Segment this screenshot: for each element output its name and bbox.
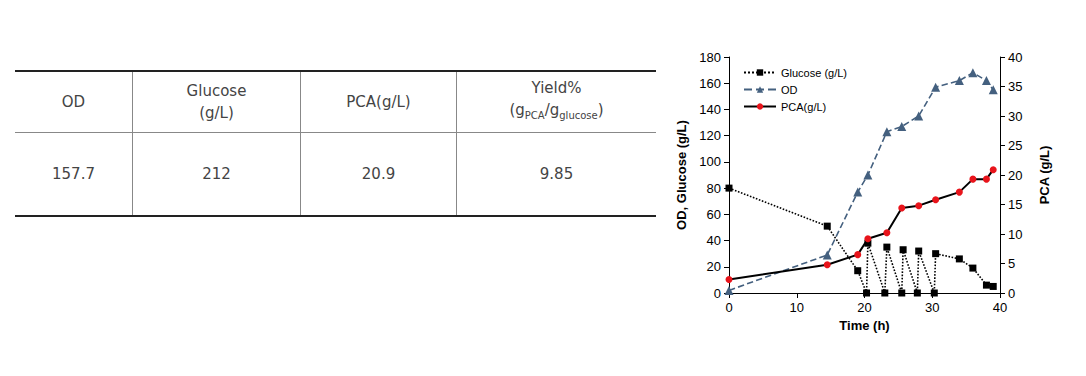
html-text:Glucose: Glucose	[186, 82, 247, 100]
svg-text:10: 10	[790, 300, 804, 315]
svg-text:5: 5	[1008, 256, 1015, 271]
svg-text:30: 30	[1008, 109, 1022, 124]
svg-text:60: 60	[707, 207, 721, 222]
svg-text:160: 160	[699, 76, 721, 91]
svg-text:140: 140	[699, 102, 721, 117]
html-text:(g/L): (g/L)	[199, 104, 234, 122]
html-text:OD: OD	[61, 93, 86, 111]
html-text:PCA(g/L): PCA(g/L)	[346, 93, 411, 111]
svg-text:35: 35	[1008, 79, 1022, 94]
svg-text:25: 25	[1008, 138, 1022, 153]
svg-text:100: 100	[699, 154, 721, 169]
svg-text:Glucose (g/L): Glucose (g/L)	[781, 67, 847, 79]
svg-text:180: 180	[699, 50, 721, 65]
svg-text:40: 40	[1008, 50, 1022, 65]
svg-text:0: 0	[714, 286, 721, 301]
svg-text:PCA (g/L): PCA (g/L)	[1037, 146, 1052, 205]
svg-text:0: 0	[1008, 286, 1015, 301]
svg-text:PCA(g/L): PCA(g/L)	[781, 101, 826, 113]
svg-text:OD, Glucose (g/L): OD, Glucose (g/L)	[674, 120, 689, 230]
svg-text:0: 0	[725, 300, 732, 315]
svg-text:40: 40	[707, 233, 721, 248]
svg-text:20: 20	[1008, 168, 1022, 183]
svg-text:20: 20	[707, 259, 721, 274]
html-text:212: 212	[202, 165, 231, 183]
svg-text:30: 30	[925, 300, 939, 315]
svg-text:20: 20	[857, 300, 871, 315]
svg-text:40: 40	[993, 300, 1007, 315]
html-text:(gPCA/gglucose): (gPCA/gglucose)	[509, 101, 604, 121]
svg-text:15: 15	[1008, 197, 1022, 212]
svg-text:Time (h): Time (h)	[839, 318, 889, 333]
html-text:9.85: 9.85	[539, 165, 574, 183]
svg-text:OD: OD	[781, 84, 798, 96]
html-text:20.9: 20.9	[361, 165, 396, 183]
svg-text:80: 80	[707, 181, 721, 196]
svg-text:10: 10	[1008, 227, 1022, 242]
html-text:157.7: 157.7	[52, 165, 95, 183]
svg-text:120: 120	[699, 128, 721, 143]
html-text:Yield%: Yield%	[531, 79, 582, 97]
